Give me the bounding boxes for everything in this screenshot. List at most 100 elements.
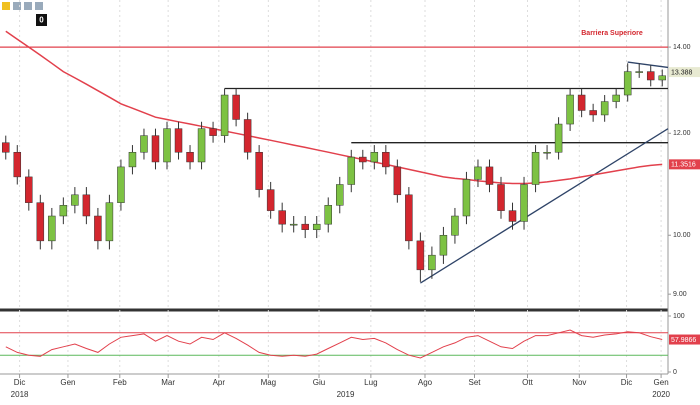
x-tick-label: Dic	[621, 378, 633, 387]
toolbar-icon[interactable]	[13, 2, 21, 10]
candle-body	[508, 210, 517, 222]
candle-body	[220, 94, 229, 136]
candle-body	[405, 194, 413, 242]
candle-body	[94, 215, 102, 242]
candle-body	[71, 194, 79, 206]
candle-body	[370, 151, 379, 163]
year-label: 2018	[11, 390, 29, 399]
candle-body	[255, 151, 263, 190]
candle-body	[635, 71, 643, 73]
candle-body	[128, 151, 137, 168]
value-box	[669, 334, 700, 345]
trendline	[420, 128, 669, 284]
candle-body	[174, 128, 183, 153]
candle-body	[266, 189, 275, 211]
badge-box	[36, 14, 47, 26]
candle-body	[589, 110, 597, 116]
candle-body	[232, 94, 240, 120]
candle-body	[623, 71, 632, 96]
candle-body	[301, 223, 309, 230]
candle-body	[25, 176, 33, 203]
annotation: Barriera Superiore	[581, 30, 643, 37]
candle-body	[554, 123, 563, 153]
candle-body	[209, 128, 217, 136]
candle-body	[289, 223, 298, 226]
value-box-label: 57.9866	[671, 337, 696, 344]
candle-body	[140, 135, 148, 153]
candle-body	[336, 184, 344, 206]
candle-body	[428, 254, 436, 271]
candle-body	[600, 101, 609, 116]
y-tick-label: 9.00	[673, 291, 687, 298]
candle-body	[359, 156, 367, 163]
candle-body	[439, 234, 448, 256]
candle-body	[566, 94, 574, 125]
x-tick-label: Ott	[522, 378, 533, 387]
toolbar-icon[interactable]	[35, 2, 43, 10]
x-tick-label: Gen	[60, 378, 75, 387]
y-tick-label: 10.00	[673, 232, 691, 239]
x-tick-label: Ago	[418, 378, 433, 387]
rsi-line	[5, 329, 663, 359]
candle-body	[13, 151, 22, 178]
candle-body	[543, 151, 551, 154]
candle-body	[531, 151, 540, 185]
candle-body	[105, 202, 114, 242]
y-tick-label: 100	[673, 313, 685, 320]
candle-body	[382, 151, 390, 168]
candle-body	[520, 184, 528, 222]
x-tick-label: Dic	[14, 378, 26, 387]
candle-body	[278, 210, 286, 225]
candle-body	[324, 205, 332, 225]
candle-body	[151, 135, 160, 163]
value-box-label: 11.3516	[671, 162, 696, 169]
candle-body	[646, 71, 655, 81]
x-tick-label: Giu	[313, 378, 325, 387]
value-box	[669, 67, 700, 78]
y-tick-label: 12.00	[673, 130, 691, 137]
candle-body	[347, 156, 356, 185]
candle-body	[2, 142, 10, 153]
x-tick-label: Mar	[161, 378, 175, 387]
moving-average	[5, 30, 663, 185]
candle-body	[474, 166, 482, 180]
x-tick-label: Nov	[572, 378, 586, 387]
toolbar-icon[interactable]	[2, 2, 10, 10]
candle-body	[82, 194, 91, 217]
candle-body	[462, 179, 471, 217]
y-tick-label: 14.00	[673, 44, 691, 51]
year-label: 2020	[652, 390, 670, 399]
badge: 0	[39, 16, 44, 25]
candle-body	[48, 215, 56, 242]
candle-body	[197, 128, 206, 163]
candle-body	[577, 94, 586, 111]
candle-body	[312, 223, 321, 230]
candle-body	[36, 202, 45, 242]
x-tick-label: Apr	[213, 378, 226, 387]
year-label: 2019	[337, 390, 355, 399]
candle-body	[163, 128, 171, 163]
x-tick-label: Lug	[364, 378, 377, 387]
candle-body	[393, 166, 402, 196]
candle-body	[416, 240, 425, 271]
candle-body	[485, 166, 494, 185]
x-tick-label: Mag	[261, 378, 277, 387]
candle-body	[243, 119, 252, 153]
candle-body	[612, 94, 620, 102]
x-tick-label: Gen	[654, 378, 669, 387]
candle-body	[59, 205, 68, 217]
candle-body	[451, 215, 459, 236]
toolbar-icon[interactable]	[24, 2, 32, 10]
x-tick-label: Feb	[113, 378, 127, 387]
candle-body	[117, 166, 125, 203]
candle-body	[186, 151, 194, 163]
candle-body	[658, 75, 666, 81]
candle-body	[497, 184, 505, 211]
value-box-label: 13.388	[671, 69, 693, 76]
x-tick-label: Set	[469, 378, 482, 387]
toolbar: 0	[2, 2, 47, 26]
value-box	[669, 159, 700, 170]
